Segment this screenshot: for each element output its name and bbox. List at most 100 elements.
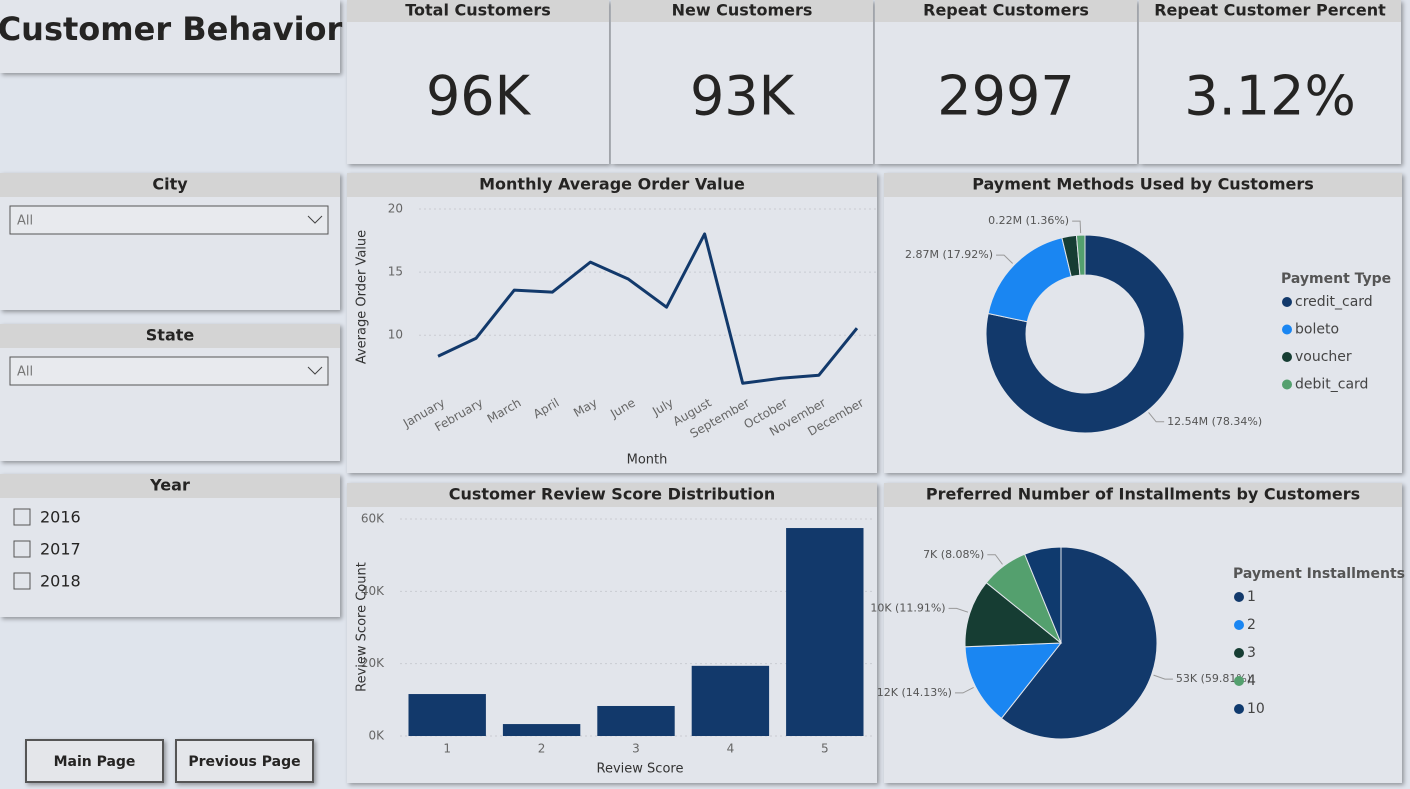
leader-line (1148, 412, 1165, 423)
legend-label: 10 (1247, 701, 1265, 717)
checkbox-label: 2017 (40, 540, 81, 559)
kpi-value: 2997 (937, 65, 1074, 128)
legend-marker (1234, 648, 1244, 658)
kpi-value: 93K (690, 65, 796, 128)
slicer-strip (0, 474, 340, 498)
chart-strip (884, 173, 1402, 197)
kpi-title: Repeat Customers (923, 1, 1089, 20)
x-tick-label: 1 (443, 742, 451, 756)
x-axis-label: Review Score (597, 762, 684, 777)
kpi-title: New Customers (672, 1, 813, 20)
slicer-strip (0, 324, 340, 348)
y-tick-label: 60K (361, 512, 385, 526)
button-label: Main Page (54, 754, 136, 770)
leader-line (1072, 220, 1082, 234)
line (437, 232, 859, 385)
legend-label: voucher (1295, 349, 1352, 365)
leader-line (1153, 674, 1173, 680)
legend-marker (1234, 704, 1244, 714)
header-card (0, 0, 340, 73)
y-axis-label: Average Order Value (355, 230, 370, 364)
dropdown-value: All (17, 365, 33, 380)
y-tick-label: 40K (361, 584, 385, 598)
chart-strip (347, 173, 877, 197)
data-label: 12K (14.13%) (877, 686, 952, 699)
legend-marker (1234, 620, 1244, 630)
data-label: 7K (8.08%) (923, 548, 984, 561)
kpi-card (1139, 0, 1401, 164)
dropdown-chevron (307, 215, 323, 224)
dropdown[interactable] (9, 205, 329, 235)
button-label: Previous Page (188, 754, 300, 770)
checkbox[interactable] (13, 572, 31, 590)
legend-marker (1234, 592, 1244, 602)
legend-marker (1282, 352, 1292, 362)
bar (786, 528, 864, 736)
legend-marker (1282, 324, 1292, 335)
x-axis-label: Month (627, 453, 668, 468)
legend-label: credit_card (1295, 294, 1373, 310)
y-tick-label: 20K (361, 656, 385, 670)
chart-title: Preferred Number of Installments by Cust… (926, 485, 1360, 504)
data-label: 53K (59.81%) (1176, 672, 1251, 685)
chart-title: Customer Review Score Distribution (449, 485, 776, 504)
x-tick-label: 4 (727, 742, 735, 756)
leader-line (954, 687, 974, 694)
chart-title: Payment Methods Used by Customers (972, 175, 1314, 194)
legend-label: 4 (1247, 673, 1256, 689)
data-label: 0.22M (1.36%) (988, 214, 1069, 227)
slice (964, 642, 1063, 720)
slice (1024, 546, 1062, 644)
kpi-cards: Total Customers 96K New Customers 93K Re… (347, 0, 1401, 164)
kpi-card (611, 0, 873, 164)
checkbox[interactable] (13, 508, 31, 526)
legend-label: 2 (1247, 617, 1256, 633)
chart-strip (884, 483, 1402, 507)
kpi-card (875, 0, 1137, 164)
dropdown[interactable] (9, 356, 329, 386)
y-tick-label: 0K (368, 729, 385, 743)
leader-line (948, 607, 969, 613)
dropdown-chevron (307, 366, 323, 375)
checkbox-label: 2016 (40, 508, 81, 527)
y-tick-label: 10 (388, 328, 403, 342)
slicer-title: Year (149, 476, 190, 495)
bar (408, 694, 486, 736)
slicer-strip (0, 173, 340, 197)
slicers: City All State All Year 2016 2017 2018 (0, 173, 340, 617)
slice (1075, 234, 1086, 276)
legend-label: debit_card (1295, 377, 1368, 393)
slicer-title: City (152, 175, 188, 194)
kpi-value: 3.12% (1184, 65, 1356, 128)
legend-marker (1282, 379, 1292, 390)
legend-title: Payment Type (1281, 271, 1391, 287)
nav-button[interactable] (25, 739, 164, 783)
y-axis-label: Review Score Count (355, 562, 370, 692)
slice (1000, 546, 1158, 740)
chart-card (347, 173, 877, 473)
kpi-value: 96K (426, 65, 532, 128)
data-label: 12.54M (78.34%) (1167, 415, 1262, 428)
legend-label: 1 (1247, 589, 1256, 605)
kpi-title: Repeat Customer Percent (1154, 1, 1386, 20)
nav-button[interactable] (175, 739, 314, 783)
bar (691, 665, 770, 736)
slice (964, 581, 1063, 648)
leader-line (996, 254, 1013, 264)
page-title: Customer Behavior (0, 10, 343, 48)
chart-title: Monthly Average Order Value (479, 175, 745, 194)
data-label: 10K (11.91%) (870, 601, 945, 614)
checkbox[interactable] (13, 540, 31, 558)
checkbox-label: 2018 (40, 572, 81, 591)
slice (985, 234, 1185, 434)
x-tick-label: 3 (632, 742, 640, 756)
chart-strip (347, 483, 877, 507)
legend-marker (1282, 297, 1292, 307)
x-tick-label: 2 (538, 742, 546, 756)
legend-marker (1234, 676, 1244, 686)
dropdown-value: All (17, 214, 33, 229)
kpi-strip (1139, 0, 1401, 22)
kpi-strip (875, 0, 1137, 22)
kpi-title: Total Customers (405, 1, 551, 20)
